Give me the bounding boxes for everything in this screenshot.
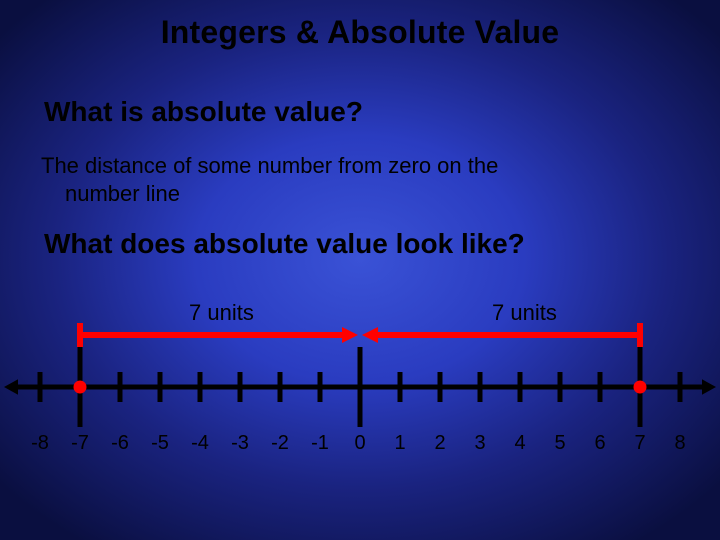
tick-label: 2 xyxy=(434,432,445,455)
tick-label: 8 xyxy=(674,432,685,455)
question-1: What is absolute value? xyxy=(44,96,363,128)
tick-label: -4 xyxy=(191,432,209,455)
tick-label: 0 xyxy=(354,432,365,455)
slide-title: Integers & Absolute Value xyxy=(0,14,720,51)
tick-label: 1 xyxy=(394,432,405,455)
definition-line-1: The distance of some number from zero on… xyxy=(41,153,498,178)
definition-text: The distance of some number from zero on… xyxy=(41,152,601,208)
tick-label: 6 xyxy=(594,432,605,455)
tick-label: -1 xyxy=(311,432,329,455)
definition-line-2: number line xyxy=(41,180,601,208)
tick-label: -5 xyxy=(151,432,169,455)
tick-label: -8 xyxy=(31,432,49,455)
tick-label: 5 xyxy=(554,432,565,455)
tick-label: -2 xyxy=(271,432,289,455)
tick-label: 3 xyxy=(474,432,485,455)
question-2: What does absolute value look like? xyxy=(44,228,525,260)
tick-label: -7 xyxy=(71,432,89,455)
slide: Integers & Absolute Value What is absolu… xyxy=(0,0,720,540)
tick-label: 4 xyxy=(514,432,525,455)
tick-label: -3 xyxy=(231,432,249,455)
tick-label: 7 xyxy=(634,432,645,455)
tick-labels: -8 -7 -6 -5 -4 -3 -2 -1 0 1 2 3 4 5 6 7 8 xyxy=(0,432,720,456)
tick-label: -6 xyxy=(111,432,129,455)
